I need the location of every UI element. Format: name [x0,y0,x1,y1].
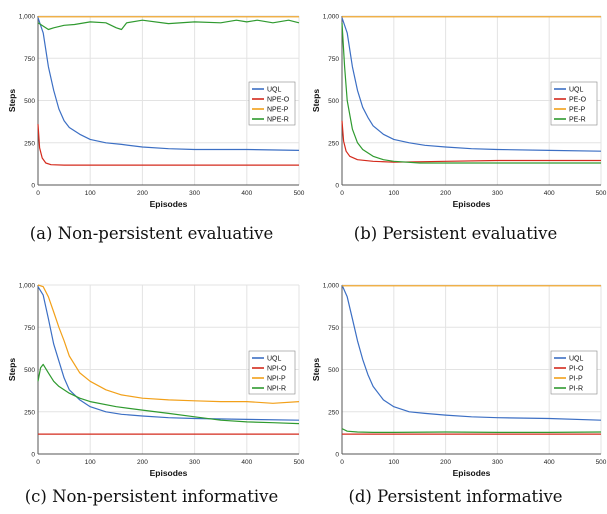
x-tick-label: 200 [137,190,148,197]
legend-label-uql: UQL [569,87,584,94]
legend-label-uql: UQL [267,356,282,363]
y-tick-label: 1,000 [323,283,340,290]
x-tick-label: 0 [36,459,40,466]
legend: UQL PI-O PI-P PI-R [550,350,598,395]
x-axis-label: Episodes [453,199,491,209]
x-tick-label: 300 [492,190,503,197]
caption-c: (c) Non-persistent informative [24,487,279,506]
x-tick-label: 500 [294,459,305,466]
legend-label-npe-o: NPE-O [267,97,290,104]
caption-a: (a) Non-persistent evaluative [29,224,274,243]
y-tick-label: 250 [328,409,339,416]
x-tick-label: 200 [440,190,451,197]
legend: UQL PE-O PE-P PE-R [550,81,598,126]
x-tick-label: 0 [340,459,344,466]
y-tick-label: 500 [328,367,339,374]
y-axis-label: Steps [7,89,17,112]
series-line-npi-r [37,363,300,425]
y-tick-label: 750 [328,325,339,332]
series-line-pi-r [341,428,602,433]
x-tick-label: 400 [544,459,555,466]
chart-b: 0 100 200 300 400 500 0 250 500 750 1,000 Episodes S… [311,14,607,210]
legend-label-npe-r: NPE-R [267,117,289,124]
y-axis-label: Steps [311,358,321,381]
legend-label-npe-p: NPE-P [267,107,289,114]
series-line-pe-r [341,22,601,164]
y-tick-label: 1,000 [19,14,36,21]
chart-d: 0 100 200 300 400 500 0 250 500 750 1,000 Episodes S… [311,283,607,479]
series-line-npe-r [37,19,300,31]
series-line-uql [37,286,300,421]
legend-label-npi-p: NPI-P [267,376,286,383]
series-line-pe-o [341,120,601,163]
chart-a: 0 100 200 300 400 500 0 250 500 750 1,000 Episodes S… [7,14,305,210]
y-tick-label: 250 [328,140,339,147]
y-tick-label: 1,000 [323,14,340,21]
legend-label-pi-o: PI-O [569,366,584,373]
x-tick-label: 500 [596,190,607,197]
legend-label-pe-o: PE-O [569,97,587,104]
x-tick-label: 400 [544,190,555,197]
legend-label-pe-r: PE-R [569,117,586,124]
x-tick-label: 300 [189,459,200,466]
legend: UQL NPE-O NPE-P NPE-R [248,81,296,126]
series-line-npe-o [37,124,299,166]
x-tick-label: 100 [85,459,96,466]
caption-d: (d) Persistent informative [348,487,563,506]
x-axis-label: Episodes [150,468,188,478]
caption-b: (b) Persistent evaluative [353,224,558,243]
y-axis-label: Steps [7,358,17,381]
y-tick-label: 500 [328,98,339,105]
legend: UQL NPI-O NPI-P NPI-R [248,350,296,395]
y-tick-label: 750 [24,56,35,63]
legend-label-pi-r: PI-R [569,386,583,393]
legend-label-npi-r: NPI-R [267,386,286,393]
series-line-npi-p [37,284,300,404]
y-tick-label: 1,000 [19,283,36,290]
chart-c: 0 100 200 300 400 500 0 250 500 750 1,000 Episodes S… [7,283,305,479]
x-axis-label: Episodes [453,468,491,478]
series-line-uql [341,17,602,152]
y-tick-label: 250 [24,409,35,416]
x-tick-label: 400 [241,459,252,466]
x-tick-label: 200 [137,459,148,466]
x-axis-label: Episodes [150,199,188,209]
legend-label-pe-p: PE-P [569,107,586,114]
legend-label-pi-p: PI-P [569,376,583,383]
x-tick-label: 100 [388,459,399,466]
y-tick-label: 0 [335,452,339,459]
x-tick-label: 200 [440,459,451,466]
x-tick-label: 300 [189,190,200,197]
y-tick-label: 0 [31,183,35,190]
x-tick-label: 100 [388,190,399,197]
x-tick-label: 100 [85,190,96,197]
y-tick-label: 0 [335,183,339,190]
x-tick-label: 0 [36,190,40,197]
x-tick-label: 400 [241,190,252,197]
y-tick-label: 500 [24,98,35,105]
series-line-uql [37,17,300,151]
x-tick-label: 500 [596,459,607,466]
x-tick-label: 300 [492,459,503,466]
legend-label-npi-o: NPI-O [267,366,287,373]
y-tick-label: 750 [328,56,339,63]
y-tick-label: 250 [24,140,35,147]
x-tick-label: 0 [340,190,344,197]
x-tick-label: 500 [294,190,305,197]
y-tick-label: 500 [24,367,35,374]
y-tick-label: 0 [31,452,35,459]
series-line-uql [341,284,602,421]
legend-label-uql: UQL [267,87,282,94]
y-axis-label: Steps [311,89,321,112]
y-tick-label: 750 [24,325,35,332]
legend-label-uql: UQL [569,356,584,363]
